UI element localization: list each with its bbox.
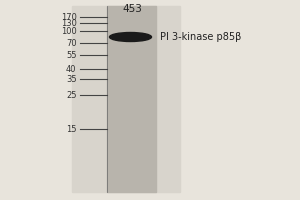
Text: 100: 100 [61,26,76,36]
Text: 170: 170 [61,12,76,21]
Bar [72,6,180,192]
Text: 25: 25 [66,90,76,99]
Text: 40: 40 [66,64,76,73]
Text: PI 3-kinase p85β: PI 3-kinase p85β [160,32,242,42]
Text: 55: 55 [66,50,76,60]
Text: 453: 453 [122,4,142,14]
Ellipse shape [110,32,152,42]
Bar [106,6,156,192]
Text: 130: 130 [61,19,76,27]
Text: 70: 70 [66,38,76,47]
Text: 35: 35 [66,74,76,84]
Text: 15: 15 [66,124,76,134]
